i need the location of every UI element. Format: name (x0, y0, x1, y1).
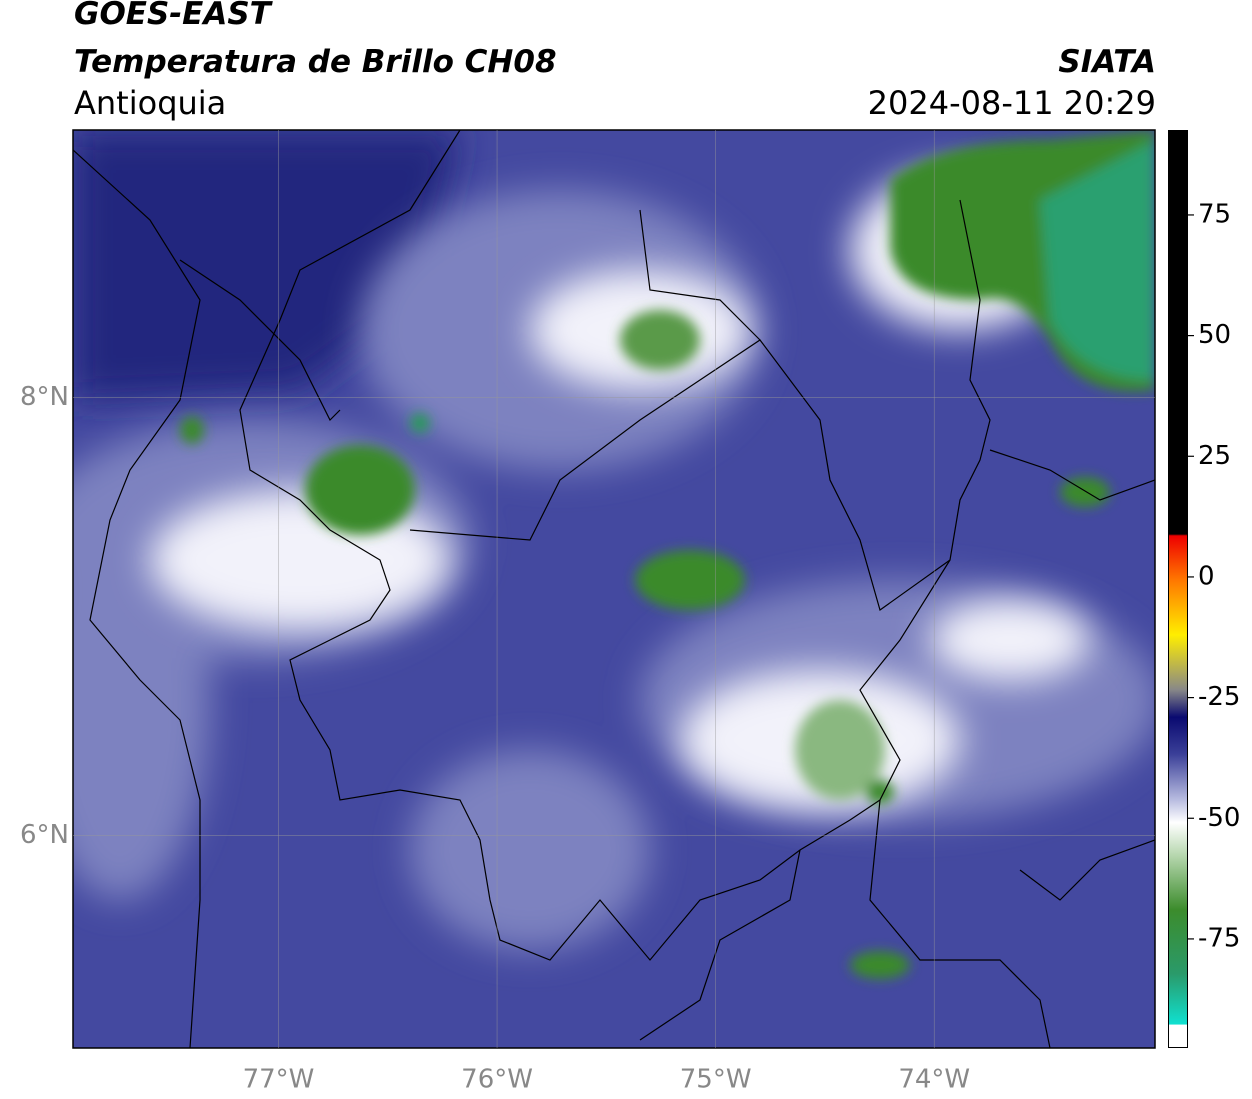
colorbar-tick-label: 50 (1198, 320, 1231, 350)
lat-tick-label: 8°N (20, 382, 69, 412)
colorbar (1168, 130, 1188, 1048)
boundaries (73, 130, 1155, 1048)
lon-tick-label: 77°W (243, 1065, 315, 1095)
region: Antioquia (74, 84, 227, 122)
colorbar-tick-label: 75 (1198, 199, 1231, 229)
map-frame (72, 129, 1156, 1049)
lon-tick-label: 76°W (461, 1065, 533, 1095)
satellite: GOES-EAST (74, 0, 271, 32)
lat-tick-label: 6°N (20, 820, 69, 850)
colorbar-tick-label: -75 (1198, 923, 1240, 953)
lon-tick-label: 75°W (680, 1065, 752, 1095)
product: Temperatura de Brillo CH08 (74, 44, 557, 80)
colorbar-tick-label: 0 (1198, 561, 1215, 591)
lon-tick-label: 74°W (898, 1065, 970, 1095)
source: SIATA (1058, 44, 1156, 80)
colorbar-tick-label: -50 (1198, 803, 1240, 833)
colorbar-tick-label: 25 (1198, 441, 1231, 471)
imagery (73, 130, 1155, 1048)
datetime: 2024-08-11 20:29 (867, 84, 1156, 122)
colorbar-tick-label: -25 (1198, 682, 1240, 712)
